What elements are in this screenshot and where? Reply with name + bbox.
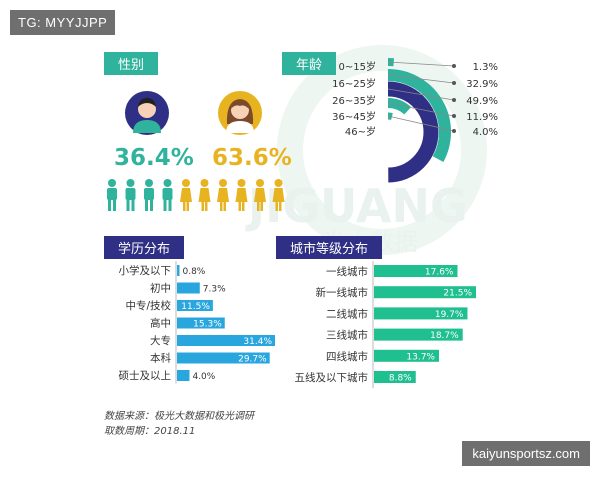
female-avatar-icon <box>218 91 262 135</box>
male-avatar-icon <box>125 91 169 135</box>
age-value-label: 49.9% <box>466 96 498 107</box>
age-leader-dot <box>452 129 456 133</box>
age-category-label: 16~25岁 <box>332 77 376 90</box>
age-category-label: 36~45岁 <box>332 110 376 123</box>
age-value-label: 11.9% <box>466 112 498 123</box>
footer-source: 数据来源：极光大数据和极光调研 <box>104 411 254 422</box>
education-category-label: 小学及以下 <box>119 264 172 277</box>
overlay-tag: TG: MYYJJPP <box>10 10 116 35</box>
education-value-label: 11.5% <box>181 302 210 312</box>
education-value-label: 4.0% <box>192 372 215 382</box>
education-category-label: 初中 <box>150 282 171 295</box>
age-value-label: 1.3% <box>473 62 498 73</box>
age-category-label: 46~岁 <box>345 125 376 138</box>
female-person-icon <box>254 179 266 211</box>
education-value-label: 31.4% <box>243 337 272 347</box>
education-category-label: 高中 <box>150 317 171 330</box>
city-bar <box>374 328 463 341</box>
age-leader-dot <box>452 98 456 102</box>
education-bar <box>177 317 225 329</box>
age-leader-dot <box>452 81 456 85</box>
female-person-icon <box>180 179 192 211</box>
education-bar <box>177 265 180 276</box>
female-person-icon <box>198 179 211 211</box>
male-person-icon <box>107 179 117 211</box>
age-leader-dot <box>452 64 456 68</box>
female-person-icon <box>235 179 248 211</box>
education-bar <box>177 370 190 381</box>
age-leader-line <box>387 88 455 101</box>
age-value-label: 4.0% <box>473 127 498 138</box>
gender-section-title: 性别 <box>104 52 159 75</box>
education-category-label: 硕士及以上 <box>119 369 172 382</box>
female-person-icon <box>217 179 229 211</box>
city-category-label: 二线城市 <box>326 307 368 320</box>
city-category-label: 三线城市 <box>326 329 368 342</box>
age-leader-line <box>387 61 455 67</box>
city-section-title: 城市等级分布 <box>276 236 383 259</box>
city-category-label: 新一线城市 <box>316 286 369 299</box>
education-value-label: 29.7% <box>238 355 267 365</box>
city-category-label: 五线及以下城市 <box>295 371 369 384</box>
city-bar <box>374 349 439 362</box>
age-leader-line <box>387 74 455 84</box>
city-bar <box>374 286 476 299</box>
age-category-label: 0~15岁 <box>339 60 376 73</box>
male-percentage: 36.4% <box>114 145 194 171</box>
city-value-label: 13.7% <box>406 352 435 362</box>
city-category-label: 四线城市 <box>326 350 368 363</box>
education-category-label: 大专 <box>150 334 171 347</box>
age-value-label: 32.9% <box>466 79 498 90</box>
footer-date: 取数周期：2018.11 <box>104 426 196 437</box>
age-ring-2 <box>387 81 439 183</box>
age-leader-line <box>387 115 455 132</box>
city-value-label: 18.7% <box>430 331 459 341</box>
city-category-label: 一线城市 <box>326 265 368 278</box>
female-person-icon <box>272 179 285 211</box>
male-person-icon <box>144 179 154 211</box>
age-leader-dot <box>452 114 456 118</box>
city-bar <box>374 265 458 277</box>
city-value-label: 17.6% <box>425 268 454 278</box>
education-category-label: 本科 <box>150 352 171 365</box>
education-value-label: 0.8% <box>182 267 205 277</box>
age-category-label: 26~35岁 <box>332 94 376 107</box>
female-percentage: 63.6% <box>212 145 292 171</box>
education-bar <box>177 282 200 294</box>
education-bar <box>177 300 213 311</box>
age-section-title: 年龄 <box>282 52 337 75</box>
male-person-icon <box>125 179 136 211</box>
education-section-title: 学历分布 <box>104 236 185 259</box>
education-value-label: 15.3% <box>193 320 222 330</box>
education-category-label: 中专/技校 <box>125 299 171 312</box>
city-bar <box>374 371 416 383</box>
city-value-label: 8.8% <box>389 374 412 384</box>
gender-pictogram <box>107 179 285 211</box>
site-watermark: kaiyunsportsz.com <box>462 441 590 466</box>
age-leader-line <box>387 102 455 117</box>
education-bar <box>177 335 275 346</box>
city-value-label: 19.7% <box>435 310 464 320</box>
education-value-label: 7.3% <box>203 285 226 295</box>
male-person-icon <box>162 179 173 211</box>
city-bar <box>374 307 468 320</box>
city-value-label: 21.5% <box>443 289 472 299</box>
education-bar <box>177 352 270 364</box>
